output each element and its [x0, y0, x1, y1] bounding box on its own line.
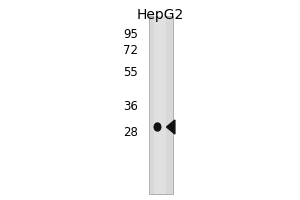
Text: 95: 95 — [123, 28, 138, 42]
Text: 36: 36 — [123, 100, 138, 114]
Text: 72: 72 — [123, 45, 138, 58]
Text: 55: 55 — [123, 66, 138, 79]
Text: 28: 28 — [123, 127, 138, 140]
Bar — [148, 16, 172, 194]
Ellipse shape — [154, 123, 161, 131]
Text: HepG2: HepG2 — [137, 8, 184, 22]
Bar — [154, 16, 166, 194]
Polygon shape — [167, 120, 175, 134]
